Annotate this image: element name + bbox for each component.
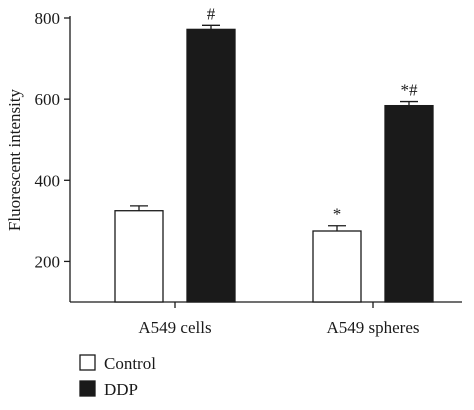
y-tick-label: 600 <box>35 90 61 109</box>
y-tick-label: 200 <box>35 252 61 271</box>
x-tick-label: A549 cells <box>138 318 211 337</box>
bars: # * *# <box>114 4 434 303</box>
y-tick-label: 800 <box>35 9 61 28</box>
significance-marker: *# <box>401 81 419 100</box>
x-axis: A549 cells A549 spheres <box>70 301 462 337</box>
bar-control <box>312 230 362 303</box>
y-axis-label: Fluorescent intensity <box>5 88 24 231</box>
legend-label: Control <box>104 354 156 373</box>
legend-swatch <box>79 380 96 397</box>
significance-marker: * <box>333 205 342 224</box>
legend-swatch <box>79 354 96 371</box>
significance-marker: # <box>207 4 216 23</box>
bar-ddp <box>384 104 434 303</box>
y-axis: 200 400 600 800 <box>35 9 71 302</box>
bar-ddp <box>186 28 236 303</box>
legend-label: DDP <box>104 380 138 399</box>
x-tick-label: A549 spheres <box>326 318 419 337</box>
y-tick-label: 400 <box>35 171 61 190</box>
legend: Control DDP <box>79 354 156 399</box>
bar-control <box>114 210 164 303</box>
